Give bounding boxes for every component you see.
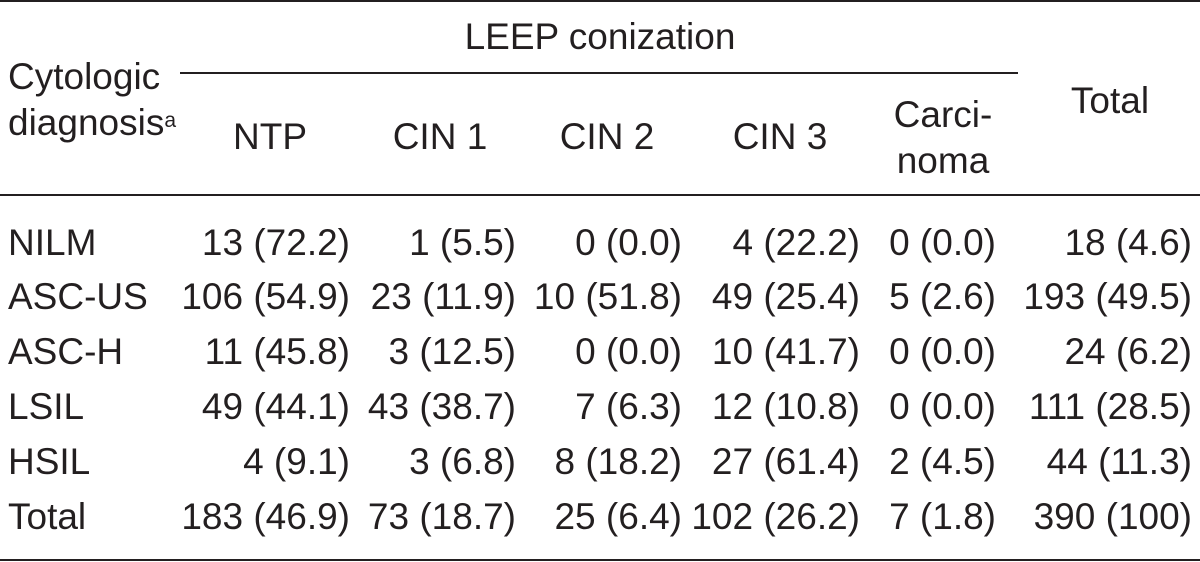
row-label: HSIL [8, 441, 91, 482]
table-cell: 0 (0.0) [575, 331, 682, 372]
table-cell: 12 (10.8) [711, 386, 860, 427]
table-cell: 5 (2.6) [889, 276, 996, 317]
top-rule [0, 0, 1200, 2]
col-header-carcinoma-line2: noma [896, 140, 990, 181]
table-cell: 10 (51.8) [533, 276, 682, 317]
row-label: ASC-H [8, 331, 124, 372]
table-cell: 8 (18.2) [554, 441, 682, 482]
table-cell: 13 (72.2) [201, 222, 350, 263]
table-cell: 0 (0.0) [575, 222, 682, 263]
table-cell: 4 (9.1) [243, 441, 350, 482]
footnote-marker: a [164, 109, 177, 132]
table-cell: 18 (4.6) [1064, 222, 1192, 263]
bottom-rule [0, 559, 1200, 561]
table-cell: 24 (6.2) [1064, 331, 1192, 372]
col-header-cin2: CIN 2 [559, 116, 655, 157]
spanner-header: LEEP conization [464, 16, 736, 57]
table-cell: 4 (22.2) [732, 222, 860, 263]
table-cell: 0 (0.0) [889, 222, 996, 263]
table-cell: 193 (49.5) [1023, 276, 1192, 317]
table-cell: 7 (6.3) [575, 386, 682, 427]
table-cell: 0 (0.0) [889, 386, 996, 427]
col-header-ntp: NTP [233, 116, 307, 157]
table-cell: 73 (18.7) [367, 496, 516, 537]
table-cell: 44 (11.3) [1046, 441, 1192, 482]
table-cell: 49 (44.1) [201, 386, 350, 427]
row-label: Total [8, 496, 87, 537]
table-cell: 3 (12.5) [388, 331, 516, 372]
table-cell: 183 (46.9) [181, 496, 350, 537]
table-cell: 10 (41.7) [711, 331, 860, 372]
col-header-carcinoma-line1: Carci- [893, 94, 993, 135]
table-cell: 106 (54.9) [181, 276, 350, 317]
stub-header-line1: Cytologic [8, 56, 161, 97]
table-cell: 0 (0.0) [889, 331, 996, 372]
spanner-rule [180, 72, 1018, 74]
table-cell: 390 (100) [1033, 496, 1192, 537]
col-header-cin1: CIN 1 [392, 116, 488, 157]
table-cell: 49 (25.4) [711, 276, 860, 317]
col-header-cin3: CIN 3 [732, 116, 828, 157]
header-rule [0, 194, 1200, 196]
row-label: LSIL [8, 386, 85, 427]
table-cell: 11 (45.8) [204, 331, 350, 372]
row-label: NILM [8, 222, 97, 263]
table-cell: 102 (26.2) [691, 496, 860, 537]
table-cell: 43 (38.7) [367, 386, 516, 427]
table-cell: 2 (4.5) [889, 441, 996, 482]
table-cell: 111 (28.5) [1028, 386, 1192, 427]
col-header-total: Total [1070, 80, 1150, 121]
table-cell: 27 (61.4) [711, 441, 860, 482]
table-cell: 23 (11.9) [370, 276, 516, 317]
table-cell: 7 (1.8) [889, 496, 996, 537]
table-cell: 1 (5.5) [409, 222, 516, 263]
table-cell: 3 (6.8) [409, 441, 516, 482]
row-label: ASC-US [8, 276, 148, 317]
table-cell: 25 (6.4) [554, 496, 682, 537]
stub-header-line2: diagnosisa [8, 102, 177, 143]
